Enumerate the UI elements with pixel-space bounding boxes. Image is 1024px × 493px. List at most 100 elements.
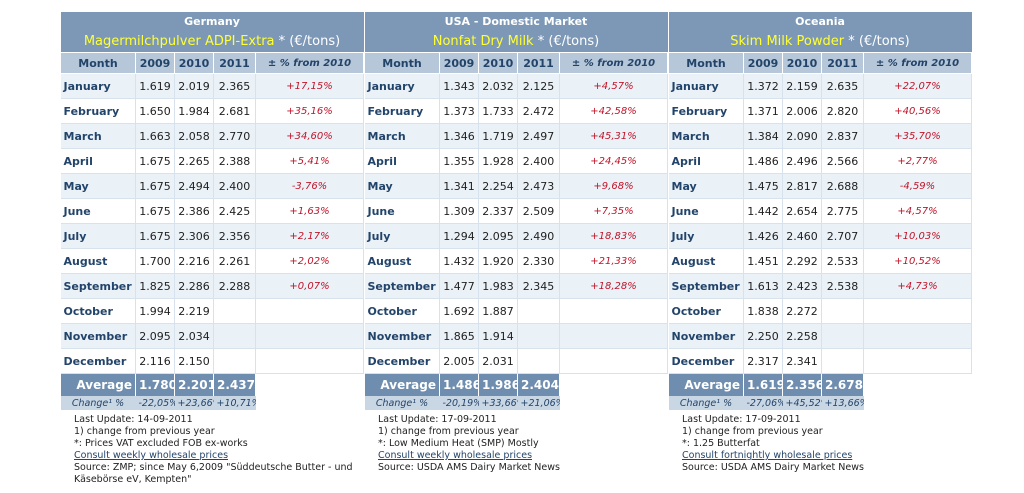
price-cell: 2.272 — [782, 298, 822, 324]
price-cell: 2.386 — [174, 198, 214, 224]
column-header: 2010 — [782, 52, 822, 74]
change-cell: +1,63% — [255, 198, 365, 224]
price-cell: 1.346 — [439, 123, 479, 149]
change-cell: +0,07% — [255, 273, 365, 299]
price-cell: 1.983 — [478, 273, 518, 299]
month-row: February 1.650 1.984 2.681 +35,16% — [60, 98, 365, 124]
price-cell: 1.442 — [743, 198, 783, 224]
product-name: Skim Milk Powder — [730, 33, 845, 49]
price-cell — [821, 298, 864, 324]
month: October — [60, 298, 136, 324]
month: August — [668, 248, 744, 274]
price-cell: 1.613 — [743, 273, 783, 299]
column-header: ± % from 2010 — [863, 52, 972, 74]
price-cell: 2.388 — [213, 148, 256, 174]
price-cell: 2.254 — [478, 173, 518, 199]
change-label: Change¹ % — [60, 396, 136, 410]
change-cell: +35,16% — [255, 98, 365, 124]
month-row: September 1.477 1.983 2.345 +18,28% — [364, 273, 668, 299]
price-cell: 2.654 — [782, 198, 822, 224]
price-cell: 1.371 — [743, 98, 783, 124]
month: March — [60, 123, 136, 149]
price-cell: 1.994 — [135, 298, 175, 324]
month-row: September 1.613 2.423 2.538 +4,73% — [668, 273, 972, 299]
empty-cell — [864, 396, 972, 410]
product-row: Nonfat Dry Milk * (€/tons) — [364, 30, 668, 53]
market-panel: Germany Magermilchpulver ADPI-Extra * (€/… — [60, 12, 365, 486]
product-cell: Skim Milk Powder * (€/tons) — [668, 30, 972, 53]
change-cell — [863, 298, 972, 324]
change-cell — [255, 348, 365, 374]
average-value: 1.780 — [135, 373, 175, 396]
month-row: April 1.675 2.265 2.388 +5,41% — [60, 148, 365, 174]
change-cell: +40,56% — [863, 98, 972, 124]
month-row: August 1.451 2.292 2.533 +10,52% — [668, 248, 972, 274]
price-cell: 2.159 — [782, 73, 822, 99]
price-cell: 1.650 — [135, 98, 175, 124]
change-cell — [255, 298, 365, 324]
price-cell: 1.619 — [135, 73, 175, 99]
price-cell: 1.663 — [135, 123, 175, 149]
unit: * (€/tons) — [537, 33, 600, 49]
price-cell: 2.031 — [478, 348, 518, 374]
change-cell: +18,83% — [559, 223, 668, 249]
price-cell: 2.820 — [821, 98, 864, 124]
change-cell: +10,03% — [863, 223, 972, 249]
change-cell — [863, 348, 972, 374]
average-value: 2.404 — [517, 373, 560, 396]
price-cell: 2.116 — [135, 348, 175, 374]
price-cell: 1.477 — [439, 273, 479, 299]
change-value: +10,71% — [213, 396, 256, 410]
prices-link[interactable]: Consult weekly wholesale prices — [74, 450, 229, 461]
month: June — [668, 198, 744, 224]
empty-cell — [256, 374, 364, 397]
month: November — [668, 323, 744, 349]
month: July — [364, 223, 440, 249]
month: May — [668, 173, 744, 199]
price-cell: 1.675 — [135, 223, 175, 249]
price-cell: 2.317 — [743, 348, 783, 374]
price-cell: 2.490 — [517, 223, 560, 249]
change-cell: +22,07% — [863, 73, 972, 99]
column-header: 2011 — [213, 52, 256, 74]
month: April — [364, 148, 440, 174]
change-cell: -4,59% — [863, 173, 972, 199]
change-cell: +34,60% — [255, 123, 365, 149]
price-cell: 2.288 — [213, 273, 256, 299]
price-cell: 2.400 — [213, 173, 256, 199]
change-cell: +2,17% — [255, 223, 365, 249]
prices-link[interactable]: Consult weekly wholesale prices — [378, 450, 533, 461]
change-cell: +2,77% — [863, 148, 972, 174]
month: February — [364, 98, 440, 124]
month-row: October 1.994 2.219 — [60, 298, 365, 324]
month-row: September 1.825 2.286 2.288 +0,07% — [60, 273, 365, 299]
price-cell: 2.261 — [213, 248, 256, 274]
month-row: June 1.675 2.386 2.425 +1,63% — [60, 198, 365, 224]
price-cell: 2.034 — [174, 323, 214, 349]
price-cell: 2.538 — [821, 273, 864, 299]
note: Last Update: 17-09-2011 — [378, 414, 497, 425]
change-value: +23,66% — [174, 396, 214, 410]
average-value: 1.986 — [478, 373, 518, 396]
month: September — [60, 273, 136, 299]
month-row: February 1.373 1.733 2.472 +42,58% — [364, 98, 668, 124]
region-title: Germany — [60, 12, 364, 30]
prices-link[interactable]: Consult fortnightly wholesale prices — [682, 450, 853, 461]
month: December — [60, 348, 136, 374]
price-cell: 2.306 — [174, 223, 214, 249]
price-cell: 1.675 — [135, 148, 175, 174]
month: December — [364, 348, 440, 374]
month-row: May 1.475 2.817 2.688 -4,59% — [668, 173, 972, 199]
month: January — [60, 73, 136, 99]
price-cell: 2.472 — [517, 98, 560, 124]
region-row: USA - Domestic Market — [364, 12, 668, 30]
change-value: +21,06% — [517, 396, 560, 410]
price-cell: 2.330 — [517, 248, 560, 274]
month-row: December 2.116 2.150 — [60, 348, 365, 374]
price-table: Oceania Skim Milk Powder * (€/tons) Month 2… — [668, 12, 972, 410]
change-cell: +7,35% — [559, 198, 668, 224]
price-cell — [517, 348, 560, 374]
product-cell: Nonfat Dry Milk * (€/tons) — [364, 30, 668, 53]
price-table: USA - Domestic Market Nonfat Dry Milk * (… — [364, 12, 668, 410]
